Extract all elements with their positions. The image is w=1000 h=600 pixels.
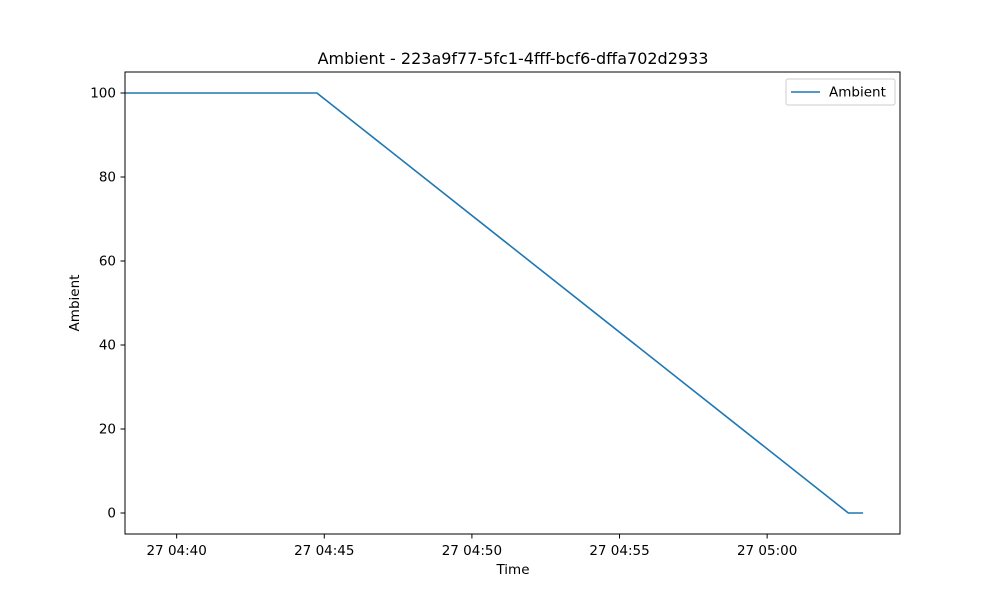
legend-box bbox=[785, 78, 896, 106]
x-tick-label: 27 04:50 bbox=[442, 543, 502, 559]
y-tick-label: 60 bbox=[99, 254, 116, 270]
data-point bbox=[316, 92, 318, 94]
plot-frame bbox=[124, 71, 901, 535]
y-axis-label: Ambient bbox=[67, 275, 83, 332]
chart-title: Ambient - 223a9f77-5fc1-4fff-bcf6-dffa70… bbox=[318, 49, 709, 68]
series-line-ambient bbox=[125, 92, 864, 514]
x-tick-label: 27 05:00 bbox=[737, 543, 797, 559]
data-point bbox=[848, 512, 850, 514]
plot-area bbox=[125, 92, 864, 514]
data-point bbox=[862, 512, 864, 514]
y-tick-label: 100 bbox=[90, 86, 116, 102]
y-axis: 0 20 40 60 80 100 bbox=[90, 86, 125, 522]
y-tick-label: 0 bbox=[107, 506, 116, 522]
x-axis: 27 04:40 27 04:45 27 04:50 27 05:00 27 04:55 bbox=[146, 534, 797, 559]
x-tick-label: 27 04:55 bbox=[589, 543, 649, 559]
y-tick-label: 20 bbox=[99, 422, 116, 438]
y-tick-label: 80 bbox=[99, 170, 116, 186]
y-tick-label: 40 bbox=[99, 338, 116, 354]
x-axis-label: Time bbox=[495, 562, 529, 578]
x-tick-label: 27 04:45 bbox=[294, 543, 354, 559]
x-tick-label: 27 04:40 bbox=[146, 543, 206, 559]
legend: Ambient bbox=[785, 78, 896, 106]
legend-label: Ambient bbox=[829, 85, 886, 101]
